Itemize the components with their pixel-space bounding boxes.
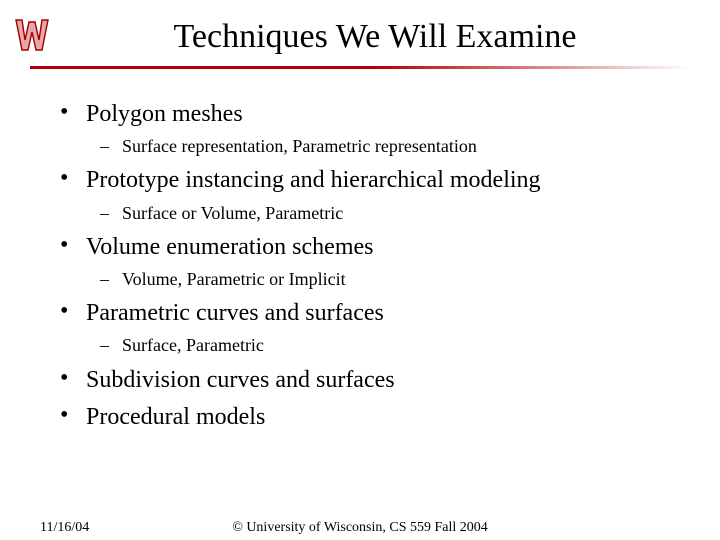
sub-item: Volume, Parametric or Implicit (86, 267, 680, 292)
wisconsin-w-logo (12, 14, 60, 58)
list-item: Subdivision curves and surfaces (40, 365, 680, 396)
slide-header: Techniques We Will Examine (0, 0, 720, 77)
list-item: Prototype instancing and hierarchical mo… (40, 165, 680, 225)
slide-title: Techniques We Will Examine (60, 18, 690, 56)
item-label: Volume enumeration schemes (86, 232, 680, 263)
sub-item: Surface or Volume, Parametric (86, 201, 680, 226)
bullet-list: Polygon meshes Surface representation, P… (40, 99, 680, 433)
list-item: Procedural models (40, 402, 680, 433)
sub-item: Surface, Parametric (86, 333, 680, 358)
item-label: Parametric curves and surfaces (86, 298, 680, 329)
list-item: Parametric curves and surfaces Surface, … (40, 298, 680, 358)
sub-item: Surface representation, Parametric repre… (86, 134, 680, 159)
footer-copyright: © University of Wisconsin, CS 559 Fall 2… (0, 520, 720, 536)
list-item: Polygon meshes Surface representation, P… (40, 99, 680, 159)
item-label: Procedural models (86, 402, 680, 433)
title-underline (30, 66, 690, 69)
slide-body: Polygon meshes Surface representation, P… (0, 77, 720, 433)
item-label: Polygon meshes (86, 99, 680, 130)
list-item: Volume enumeration schemes Volume, Param… (40, 232, 680, 292)
item-label: Prototype instancing and hierarchical mo… (86, 165, 680, 196)
item-label: Subdivision curves and surfaces (86, 365, 680, 396)
